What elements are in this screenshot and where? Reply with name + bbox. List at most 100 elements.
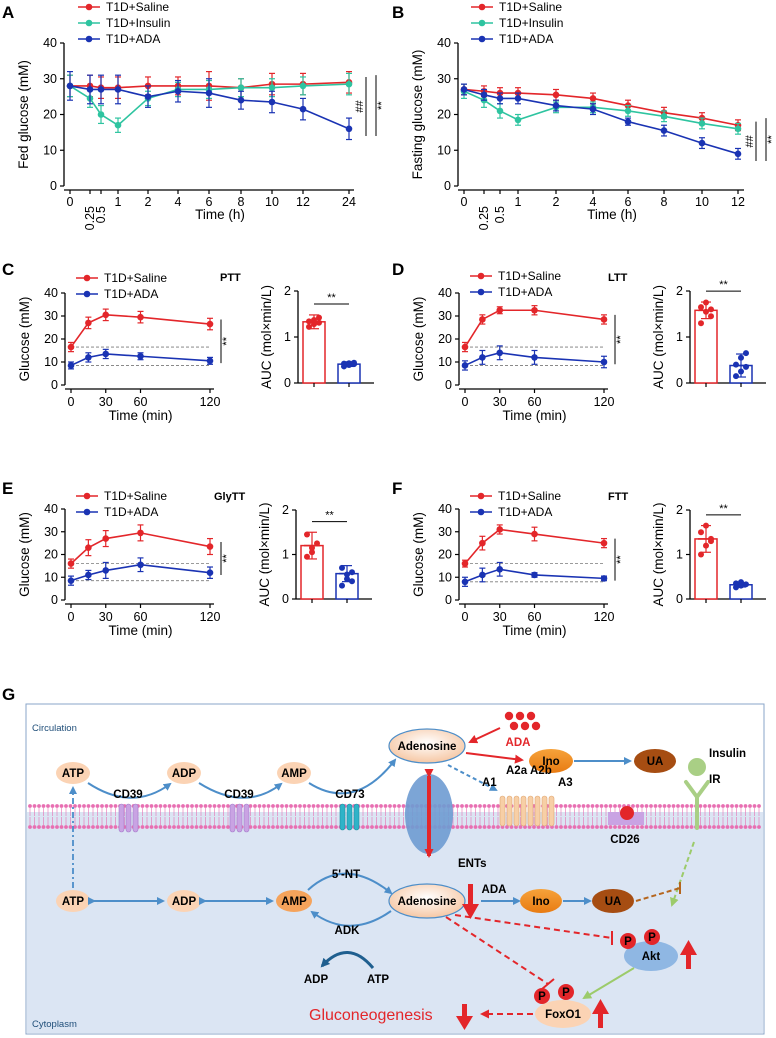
data-point (85, 319, 92, 327)
dot-point (316, 319, 322, 326)
lipid-head (455, 804, 460, 808)
lipid-head (613, 825, 617, 829)
data-point (299, 82, 307, 90)
insulin-molecule (688, 758, 706, 776)
series-line (463, 90, 739, 130)
series-line (463, 88, 739, 155)
y-axis-label: Glucose (mM) (17, 297, 32, 382)
lipid-head (631, 804, 635, 808)
lipid-head (649, 804, 653, 808)
sig-label: ** (766, 135, 776, 144)
lipid-head (248, 804, 253, 808)
dot-point (738, 579, 744, 586)
legend-marker (477, 508, 485, 516)
lipid-head (158, 804, 163, 808)
data-point (461, 343, 469, 351)
lipid-head (55, 825, 59, 829)
lipid-head (77, 825, 82, 829)
lipid-head (50, 825, 55, 829)
dot-point (339, 564, 345, 571)
cd39-protein-2 (229, 803, 250, 833)
dot-point (698, 304, 704, 311)
lipid-head (469, 825, 473, 829)
lipid-head (86, 804, 91, 808)
data-point (496, 565, 504, 573)
5nt-label: 5'-NT (332, 869, 360, 881)
chart-c2: 0 1 2 AUC (mol×min/L) ** (259, 284, 374, 390)
dot-point (708, 306, 714, 313)
cd73-label: CD73 (335, 789, 364, 801)
adenosine-to-amp-arrow (310, 910, 392, 927)
lipid-head (325, 804, 329, 808)
lipid-head (649, 825, 653, 829)
lipid-head (280, 825, 284, 829)
lipid-head (194, 804, 199, 808)
series-t1d-ada (460, 83, 742, 160)
chart-title: PTT (220, 272, 241, 284)
legend-label: T1D+ADA (104, 287, 158, 301)
circulation-label: Circulation (32, 723, 77, 734)
ext-amp-label: AMP (281, 768, 307, 780)
lipid-head (703, 804, 707, 808)
ada-enzyme-dots (504, 711, 541, 731)
lipid-head (496, 804, 500, 808)
int-adenosine-node: Adenosine (388, 883, 466, 919)
x-tick-label: 12 (296, 195, 310, 209)
x-tick-label: 8 (238, 195, 245, 209)
dot-point (708, 313, 714, 320)
insulin-label: Insulin (709, 748, 746, 760)
dot-point (349, 578, 355, 585)
lipid-head (140, 804, 145, 808)
atp-to-adp-arrow (87, 782, 172, 799)
x-tick-label: 60 (134, 610, 148, 624)
data-point (624, 118, 632, 125)
lipid-head (689, 825, 694, 829)
dot-point (344, 571, 350, 578)
lipid-head (572, 804, 577, 808)
lipid-head (163, 804, 167, 808)
lipid-head (725, 825, 730, 829)
lipid-head (100, 825, 104, 829)
lipid-head (298, 825, 302, 829)
lipid-head (680, 804, 685, 808)
lipid-head (586, 825, 590, 829)
lipid-head (325, 825, 329, 829)
lipid-head (109, 804, 113, 808)
foxo1-p2: P (562, 987, 570, 999)
lipid-head (361, 804, 365, 808)
data-point (496, 95, 504, 102)
lipid-head (257, 804, 262, 808)
y-tick-label: 10 (43, 143, 57, 157)
legend-marker (478, 35, 486, 43)
lipid-head (473, 825, 478, 829)
y-tick-label: 20 (438, 332, 452, 346)
data-point (85, 354, 92, 361)
data-point (205, 89, 213, 97)
data-point (206, 569, 214, 576)
lipid-head (734, 804, 739, 808)
x-tick-label: 0.5 (94, 206, 108, 223)
lipid-head (55, 804, 59, 808)
sig-label: ** (719, 279, 728, 291)
legend-label: T1D+Insulin (499, 16, 563, 30)
y-tick-label: 20 (438, 548, 452, 562)
lipid-head (32, 825, 37, 829)
data-point (479, 539, 486, 547)
x-tick-label: 120 (200, 395, 221, 409)
series-line (463, 88, 739, 127)
data-point (85, 544, 92, 551)
lipid-head (577, 804, 581, 808)
dot-point (738, 354, 744, 361)
series-t1d-ada (461, 561, 608, 587)
lipid-head (563, 825, 568, 829)
x-tick-label: 10 (695, 195, 709, 209)
adenosine-inhibits-akt-path (454, 914, 613, 939)
lipid-head (199, 825, 203, 829)
data-point (102, 535, 110, 542)
data-point (102, 567, 110, 574)
lipid-head (676, 804, 680, 808)
bar-saline (694, 309, 718, 384)
lipid-head (329, 804, 334, 808)
y-tick-label: 40 (438, 286, 452, 300)
